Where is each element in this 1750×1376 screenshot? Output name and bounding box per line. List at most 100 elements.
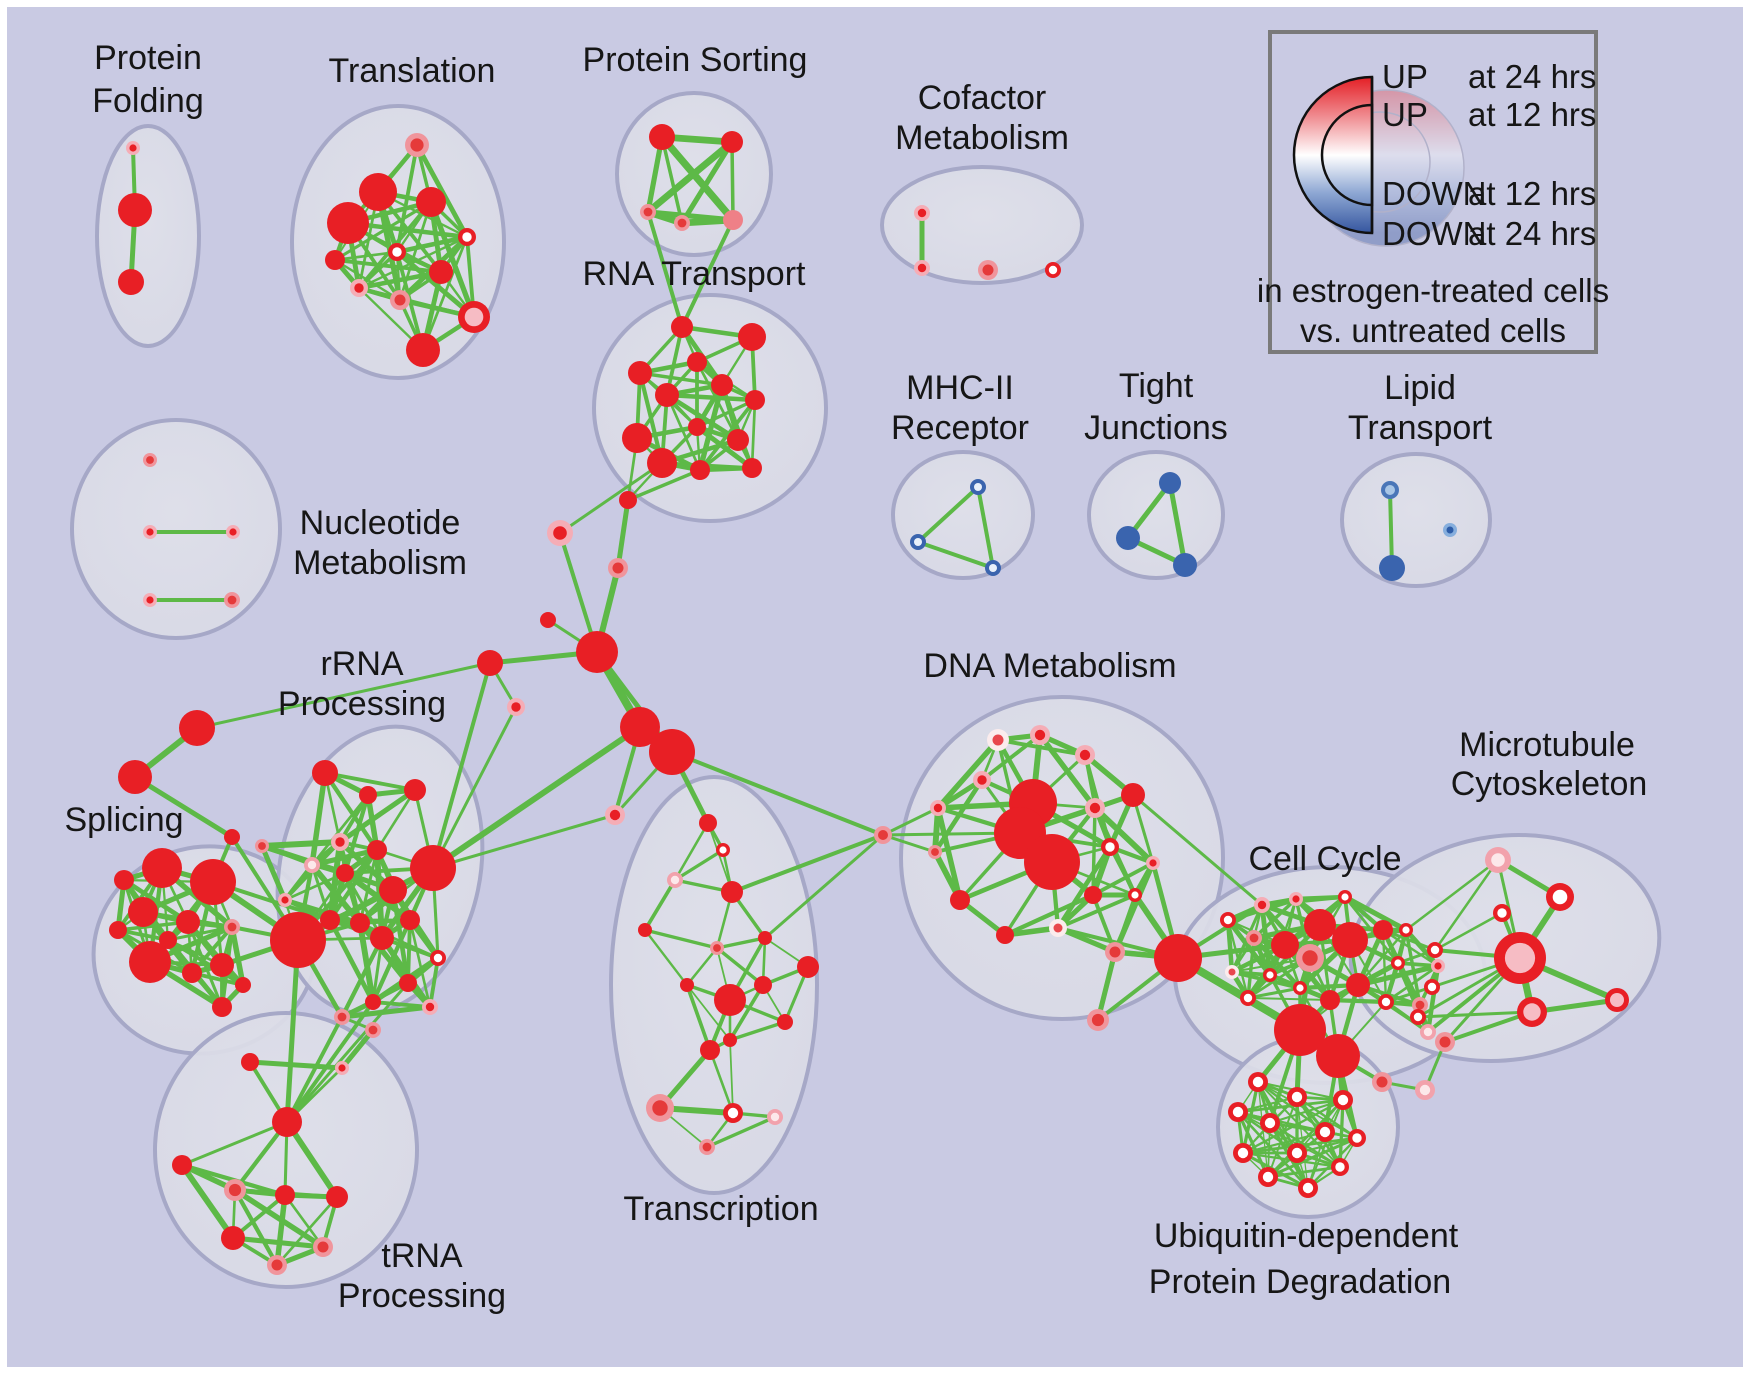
edge-cell-cycle <box>1403 927 1441 969</box>
cluster-label-tight-junctions: Junctions <box>1084 409 1228 447</box>
node-rrna-processing <box>350 913 370 933</box>
node-core-ubiquitin-degradation <box>1337 1094 1349 1106</box>
edge-dna-metabolism <box>1002 892 1096 938</box>
edge-protein-sorting <box>730 140 735 222</box>
cluster-label-transcription: Transcription <box>623 1190 818 1228</box>
network-edge <box>284 937 301 1125</box>
edge-rrna-processing <box>342 792 371 876</box>
node-transcription <box>714 984 746 1016</box>
node-splicing <box>210 953 234 977</box>
node-core-microtubule-cytoskeleton <box>1552 889 1568 905</box>
node-core-microtubule-cytoskeleton <box>1430 945 1440 955</box>
edge-transcription <box>705 1115 777 1149</box>
node-cell-cycle <box>1271 931 1299 959</box>
node-transcription <box>700 1040 720 1060</box>
network-edge <box>646 210 684 329</box>
edge-translation <box>356 269 444 291</box>
legend-inner-ring-12h <box>1320 103 1374 207</box>
node-rna-transport <box>655 383 679 407</box>
node-core-protein-sorting <box>677 218 687 228</box>
node-core-dna-metabolism <box>1089 802 1101 814</box>
node-rrna-processing <box>410 845 456 891</box>
edge-splicing <box>229 924 246 988</box>
edge-cell-cycle <box>1225 917 1235 975</box>
node-splicing <box>128 897 158 927</box>
edge-cell-cycle <box>1381 928 1388 1004</box>
node-core-junction-hubs <box>878 830 888 840</box>
node-transcription <box>680 978 694 992</box>
node-rrna-processing <box>404 779 426 801</box>
node-junction-hubs <box>540 612 556 628</box>
edge-trna-processing <box>275 1195 339 1267</box>
legend-caption: in estrogen-treated cells <box>1257 272 1609 309</box>
node-core-dna-metabolism <box>1053 923 1063 933</box>
node-core-lipid-transport <box>1446 526 1454 534</box>
node-core-mhc-ii-receptor <box>989 564 997 572</box>
cluster-label-protein-folding: Folding <box>92 82 204 120</box>
node-core-rrna-processing <box>433 953 443 963</box>
node-dna-metabolism <box>1084 886 1102 904</box>
cluster-bubble-cofactor-metabolism <box>880 165 1084 285</box>
edge-transcription <box>729 1039 734 1114</box>
cluster-label-dna-metabolism: DNA Metabolism <box>923 647 1176 685</box>
edge-dna-metabolism <box>1091 861 1155 897</box>
node-core-translation <box>410 138 424 152</box>
node-protein-sorting <box>723 210 743 230</box>
node-core-rrna-processing <box>425 1002 435 1012</box>
edge-transcription <box>643 928 719 950</box>
edge-rrna-processing <box>408 918 432 1009</box>
node-core-ubiquitin-degradation <box>1232 1106 1244 1118</box>
edge-rrna-processing <box>339 935 385 1020</box>
node-core-dna-metabolism <box>1105 842 1115 852</box>
node-core-dna-metabolism <box>1091 1013 1105 1027</box>
node-lipid-transport <box>1379 555 1405 581</box>
network-edge <box>976 485 995 570</box>
node-cell-cycle <box>1274 1004 1326 1056</box>
edge-trna-processing <box>284 1119 340 1200</box>
cluster-label-lipid-transport: Lipid <box>1384 369 1456 407</box>
edge-rna-transport <box>626 468 702 502</box>
node-rrna-processing <box>365 994 381 1010</box>
edge-rrna-processing <box>259 843 348 876</box>
node-core-junction-hubs <box>553 526 567 540</box>
network-edge <box>1416 1010 1534 1019</box>
node-core-dna-metabolism <box>1131 891 1139 899</box>
node-core-protein-sorting <box>643 207 653 217</box>
cluster-bubble-protein-folding <box>95 124 201 348</box>
node-core-ubiquitin-degradation <box>1262 1171 1274 1183</box>
edge-trna-processing <box>232 1187 280 1268</box>
node-core-transcription <box>719 846 727 854</box>
cluster-label-cell-cycle: Cell Cycle <box>1248 840 1401 878</box>
node-core-lipid-transport <box>1385 485 1395 495</box>
network-edge <box>285 981 410 1124</box>
legend-time-1: at 12 hrs <box>1468 96 1596 133</box>
edge-rrna-processing <box>337 787 418 845</box>
node-core-microtubule-cytoskeleton <box>1413 1012 1423 1022</box>
node-rna-transport <box>738 323 766 351</box>
node-splicing-triangle <box>224 829 240 845</box>
network-edge <box>680 218 735 329</box>
node-rrna-processing <box>379 876 407 904</box>
node-rna-transport <box>622 423 652 453</box>
node-core-cell-cycle <box>1243 993 1253 1003</box>
cluster-label-splicing: Splicing <box>64 801 183 839</box>
edge-transcription <box>728 1020 787 1042</box>
node-splicing <box>114 870 134 890</box>
node-tight-junctions <box>1159 472 1181 494</box>
node-core-cell-cycle <box>1249 933 1259 943</box>
edge-trna-processing <box>339 1027 376 1071</box>
node-core-dna-metabolism <box>1034 729 1046 741</box>
legend-time-2: at 12 hrs <box>1468 175 1596 212</box>
node-core-microtubule-cytoskeleton <box>1504 942 1536 974</box>
edge-cell-cycle <box>1343 895 1400 965</box>
node-rrna-processing <box>359 786 377 804</box>
node-splicing <box>129 941 171 983</box>
edge-cell-cycle <box>1247 997 1331 1001</box>
node-translation <box>416 187 446 217</box>
edge-transcription <box>715 936 767 950</box>
edge-rrna-processing <box>259 839 343 849</box>
edge-transcription <box>715 946 765 987</box>
node-core-translation <box>354 283 364 293</box>
node-core-trna-processing <box>271 1259 283 1271</box>
edge-protein-sorting <box>679 139 735 226</box>
